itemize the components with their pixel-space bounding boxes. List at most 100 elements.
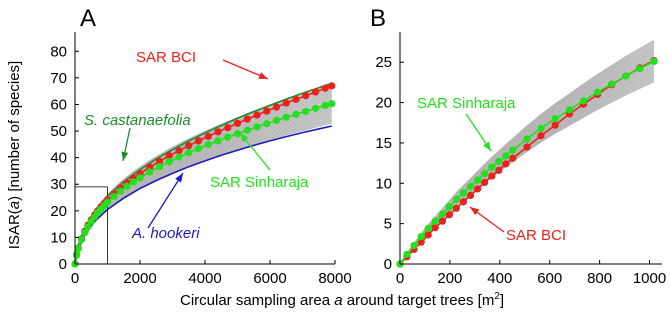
- data-point-sar-sinharaja: [263, 120, 271, 128]
- data-point-sar-bci: [233, 119, 242, 127]
- data-point-sar-sinharaja: [607, 80, 616, 88]
- data-point-sar-bci: [214, 128, 222, 136]
- data-point-sar-bci: [272, 103, 281, 111]
- annotation-sar-sinharaja-b-arrow-head: [483, 141, 491, 151]
- y-tick-label: 0: [384, 256, 392, 273]
- data-point-sar-bci: [282, 99, 290, 107]
- data-point-sar-bci: [417, 238, 425, 246]
- data-point-sar-sinharaja: [214, 137, 222, 145]
- x-tick-label: 200: [437, 270, 462, 287]
- data-point-sar-sinharaja: [417, 232, 425, 241]
- data-point-sar-sinharaja: [253, 123, 261, 131]
- data-point-sar-bci: [438, 217, 447, 225]
- y-tick-label: 5: [384, 216, 392, 233]
- panel-a: A 0 2000 4000 6000 8000 0 10 20 30 40 50 60 70 80 SAR…: [50, 5, 351, 287]
- axes-a: 0 2000 4000 6000 8000 0 10 20 30 40 50 60 70 80: [50, 32, 352, 287]
- annotation-sar-sinharaja-a-arrow-head: [240, 133, 249, 143]
- data-point-sar-sinharaja: [129, 178, 138, 186]
- y-axis-title: ISAR(a) [number of species]: [6, 61, 23, 249]
- data-point-sar-bci: [175, 147, 183, 155]
- data-point-sar-bci: [495, 166, 503, 174]
- data-point-sar-sinharaja: [579, 97, 588, 105]
- annotations-a: SAR BCI S. castanaefolia SAR Sinharaja A. h…: [84, 49, 309, 242]
- annotation-a-hookeri-arrow-head: [175, 173, 183, 183]
- x-tick-label: 0: [71, 270, 79, 287]
- y-tick-label: 10: [375, 175, 392, 192]
- data-point-sar-bci: [253, 111, 261, 119]
- annotation-sar-bci-a: SAR BCI: [136, 49, 196, 66]
- data-point-sar-sinharaja: [474, 176, 482, 184]
- data-point-sar-bci: [194, 137, 203, 145]
- data-point-sar-bci: [509, 154, 517, 162]
- data-point-sar-bci: [480, 178, 489, 187]
- data-point-sar-sinharaja: [175, 153, 183, 161]
- y-tick-label: 0: [59, 256, 67, 273]
- x-tick-label: 1000: [633, 270, 666, 287]
- y-tick-label: 30: [50, 176, 67, 193]
- data-point-sar-sinharaja: [81, 229, 89, 237]
- data-point-sar-bci: [311, 88, 320, 96]
- x-tick-label: 8000: [318, 270, 351, 287]
- data-point-sar-sinharaja: [272, 116, 281, 125]
- data-point-sar-sinharaja: [551, 115, 559, 123]
- x-tick-label: 0: [396, 270, 404, 287]
- data-point-sar-bci: [467, 191, 475, 199]
- data-point-sar-bci: [302, 92, 310, 100]
- data-point-sar-sinharaja: [495, 157, 503, 166]
- data-point-sar-sinharaja: [445, 203, 454, 211]
- data-point-sar-sinharaja: [311, 104, 320, 113]
- data-point-sar-bci: [474, 185, 482, 193]
- data-point-sar-sinharaja: [431, 217, 439, 225]
- data-point-sar-sinharaja: [243, 126, 251, 134]
- data-point-sar-sinharaja: [282, 113, 290, 121]
- data-point-sar-sinharaja: [488, 163, 496, 171]
- data-point-sar-sinharaja: [224, 133, 232, 141]
- annotation-sar-sinharaja-a: SAR Sinharaja: [210, 174, 309, 191]
- data-point-sar-sinharaja: [410, 241, 418, 250]
- panel-letter-a: A: [80, 5, 96, 32]
- annotation-sar-bci-b: SAR BCI: [506, 227, 566, 244]
- data-point-sar-bci: [321, 84, 329, 92]
- annotation-sar-bci-b-arrow-head: [470, 207, 480, 216]
- data-point-sar-sinharaja: [452, 195, 460, 204]
- data-point-sar-sinharaja: [459, 189, 467, 197]
- data-point-sar-sinharaja: [467, 182, 475, 191]
- data-point-sar-bci: [424, 231, 432, 239]
- annotations-b: SAR Sinharaja SAR BCI: [417, 95, 566, 244]
- data-point-sar-bci: [488, 172, 496, 180]
- y-tick-label: 40: [50, 150, 67, 167]
- data-point-sar-sinharaja: [77, 235, 86, 244]
- x-tick-label: 600: [537, 270, 562, 287]
- annotation-s-castanaefolia-arrow-head: [121, 151, 129, 161]
- data-point-sar-sinharaja: [565, 106, 574, 114]
- data-point-sar-bci: [523, 143, 531, 151]
- x-axis-title: Circular sampling area a around target t…: [180, 291, 504, 309]
- data-point-sar-bci: [263, 107, 271, 115]
- data-point-sar-sinharaja: [622, 72, 630, 80]
- data-point-sar-bci: [204, 132, 212, 140]
- data-point-sar-sinharaja: [73, 251, 81, 259]
- annotation-s-castanaefolia: S. castanaefolia: [84, 112, 191, 129]
- data-point-sar-bci: [502, 160, 510, 168]
- data-point-sar-sinharaja: [116, 187, 125, 195]
- data-point-sar-bci: [431, 224, 439, 232]
- data-point-sar-sinharaja: [204, 141, 212, 149]
- data-point-sar-sinharaja: [110, 192, 118, 201]
- panel-b: B 0 200 400 600 800 1000 0 5 10 15 20 25 SAR Sinhar…: [370, 5, 666, 287]
- x-tick-label: 4000: [188, 270, 221, 287]
- annotation-a-hookeri-arrow-shaft: [147, 172, 184, 229]
- data-point-sar-sinharaja: [155, 163, 164, 171]
- y-tick-label: 15: [375, 135, 392, 152]
- data-point-sar-bci: [445, 211, 454, 219]
- data-point-sar-sinharaja: [403, 250, 411, 258]
- data-point-sar-sinharaja: [438, 210, 447, 218]
- y-tick-label: 20: [375, 95, 392, 112]
- data-point-sar-sinharaja: [185, 148, 193, 157]
- annotation-a-hookeri: A. hookeri: [131, 225, 200, 242]
- data-point-sar-sinharaja: [328, 100, 336, 108]
- series-b: [396, 57, 658, 268]
- annotation-sar-sinharaja-b: SAR Sinharaja: [417, 95, 516, 112]
- data-point-sar-bci: [328, 82, 336, 90]
- data-point-sar-sinharaja: [650, 57, 658, 66]
